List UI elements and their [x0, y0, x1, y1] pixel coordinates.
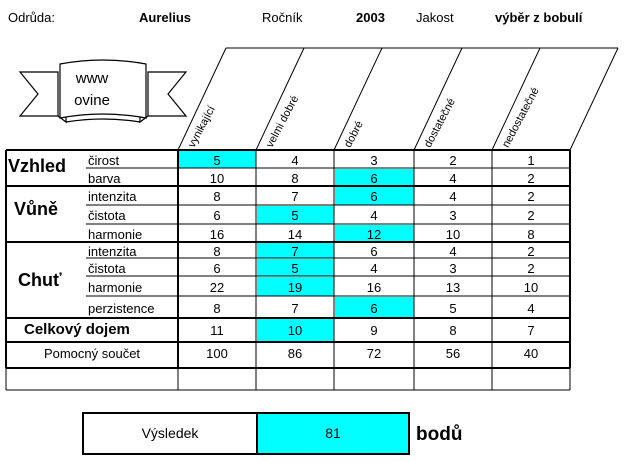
score-cell: 1	[527, 152, 535, 168]
criterion-label: perzistence	[88, 300, 155, 316]
score-cell: 8	[213, 300, 221, 316]
score-cell: 2	[527, 170, 535, 186]
banner-line1: www	[75, 70, 109, 87]
banner-logo	[18, 59, 188, 124]
score-cell: 8	[213, 243, 221, 259]
score-cell: 2	[449, 152, 457, 168]
score-cell: 8	[291, 170, 299, 186]
score-cell: 3	[449, 260, 457, 276]
score-cell: 4	[527, 300, 535, 316]
result-unit: bodů	[416, 424, 463, 445]
overall-score-cell: 11	[210, 323, 224, 338]
score-cell: 19	[287, 279, 303, 295]
overall-score-cell: 8	[449, 323, 457, 338]
criterion-label: harmonie	[88, 279, 143, 295]
category-label: Vzhled	[8, 156, 67, 176]
aux-sum-cell: 72	[366, 346, 382, 361]
score-cell: 2	[527, 208, 535, 223]
selected-cell	[257, 319, 334, 342]
score-grid	[5, 47, 619, 391]
score-cell: 10	[523, 279, 539, 295]
score-cell: 16	[209, 226, 225, 242]
score-cell: 4	[449, 170, 457, 186]
aux-sum-cell: 100	[206, 346, 228, 361]
score-cell: 6	[370, 243, 378, 259]
quality-label: Jakost	[416, 10, 454, 25]
criterion-label: barva	[88, 170, 121, 186]
score-cell: 2	[527, 189, 535, 204]
score-cell: 4	[449, 243, 457, 259]
selected-cell	[335, 187, 414, 205]
selected-cell	[335, 297, 414, 318]
aux-sum-cell: 56	[445, 346, 461, 361]
quality-value: výběr z bobulí	[495, 10, 583, 25]
score-cell: 5	[291, 208, 299, 223]
score-cell: 4	[370, 208, 378, 223]
score-cell: 12	[366, 226, 382, 242]
selected-cell	[257, 277, 334, 296]
banner-line2: ovine	[74, 92, 110, 109]
score-cell: 22	[209, 279, 225, 295]
aux-sum-cell: 86	[287, 346, 303, 361]
score-cell: 7	[291, 300, 299, 316]
score-cell: 6	[213, 260, 221, 276]
score-cell: 3	[449, 208, 457, 223]
category-label: Vůně	[14, 199, 59, 219]
overall-score-cell: 10	[287, 323, 303, 338]
criterion-label: intenzita	[88, 189, 137, 204]
selected-cell	[179, 151, 256, 168]
selected-cell	[257, 259, 334, 276]
category-label: Chuť	[18, 270, 62, 290]
criterion-label: čistota	[88, 260, 126, 276]
score-cell: 3	[370, 152, 378, 168]
score-cell: 5	[291, 260, 299, 276]
score-cell: 7	[291, 243, 299, 259]
score-cell: 4	[370, 260, 378, 276]
selected-cell	[257, 243, 334, 258]
variety-label: Odrůda:	[8, 10, 55, 25]
score-cell: 6	[370, 170, 378, 186]
variety-value: Aurelius	[139, 10, 192, 25]
score-cell: 6	[370, 300, 378, 316]
score-cell: 6	[213, 208, 221, 223]
score-cell: 8	[213, 189, 221, 204]
score-cell: 10	[209, 170, 225, 186]
criterion-label: čistota	[88, 208, 126, 223]
result-label: Výsledek	[141, 425, 199, 441]
selected-cell	[257, 206, 334, 224]
score-cell: 4	[291, 152, 299, 168]
score-cell: 5	[213, 152, 221, 168]
overall-score-cell: 7	[527, 323, 535, 338]
selected-cell	[335, 225, 414, 242]
year-value: 2003	[356, 10, 385, 25]
score-cell: 2	[527, 243, 535, 259]
score-cell: 5	[449, 300, 457, 316]
result-value: 81	[256, 414, 408, 453]
score-cell: 10	[445, 226, 461, 242]
criterion-label: čirost	[88, 152, 120, 168]
score-cell: 16	[366, 279, 382, 295]
criterion-label: intenzita	[88, 243, 137, 259]
score-cell: 7	[291, 189, 299, 204]
score-cell: 2	[527, 260, 535, 276]
score-cell: 14	[287, 226, 303, 242]
aux-sum-label: Pomocný součet	[43, 346, 141, 361]
score-cell: 8	[527, 226, 535, 242]
score-cell: 6	[370, 189, 378, 204]
year-label: Ročník	[262, 10, 303, 25]
score-cell: 13	[445, 279, 461, 295]
result-box	[82, 412, 410, 455]
criterion-label: harmonie	[88, 226, 143, 242]
overall-label: Celkový dojem	[24, 321, 130, 338]
overall-score-cell: 9	[370, 323, 378, 338]
aux-sum-cell: 40	[523, 346, 539, 361]
selected-cell	[335, 169, 414, 186]
score-cell: 4	[449, 189, 457, 204]
